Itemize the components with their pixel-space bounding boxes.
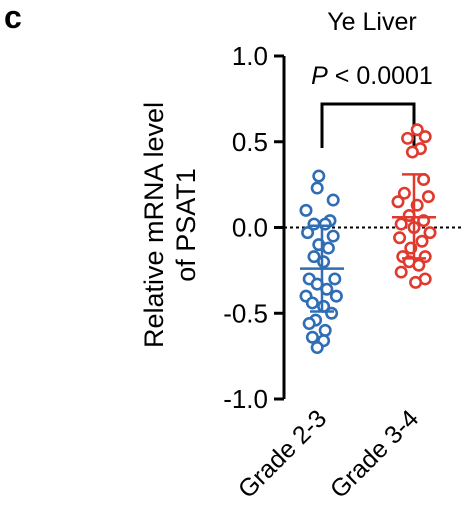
series-layer <box>299 123 437 355</box>
p-value-label: P < 0.0001 <box>311 62 433 90</box>
p-value-text: < 0.0001 <box>328 62 433 90</box>
y-tick-label: -0.5 <box>223 298 268 328</box>
series-group <box>391 123 437 289</box>
y-axis-label-line2: of PSAT1 <box>171 168 201 282</box>
data-point <box>412 258 426 272</box>
panel-label: c <box>4 0 22 35</box>
data-point <box>421 190 435 204</box>
p-value-symbol: P <box>311 62 328 90</box>
x-tick-label: Grade 3-4 <box>325 404 424 503</box>
significance-bracket <box>320 102 416 148</box>
y-axis-ticks: 1.0 0.5 0.0 -0.5 -1.0 <box>223 41 284 414</box>
data-point <box>405 145 419 159</box>
data-point <box>417 172 431 186</box>
data-point <box>317 255 331 269</box>
x-tick-label: Grade 2-3 <box>233 404 332 503</box>
data-point <box>321 241 335 255</box>
y-axis-label: Relative mRNA level of PSAT1 <box>139 102 201 348</box>
data-point <box>310 181 324 195</box>
data-point <box>397 186 411 200</box>
data-point <box>302 317 316 331</box>
data-point <box>391 195 405 209</box>
data-point <box>410 123 424 137</box>
series-group <box>299 169 344 355</box>
data-point <box>423 226 437 240</box>
data-point <box>415 234 429 248</box>
data-point <box>307 250 321 264</box>
data-point <box>325 306 339 320</box>
y-tick-label: 0.5 <box>232 127 268 157</box>
significance-bracket-line <box>320 102 416 148</box>
data-point <box>393 231 407 245</box>
data-point <box>318 323 332 337</box>
data-point <box>305 296 319 310</box>
y-axis-label-line1: Relative mRNA level <box>139 102 169 348</box>
data-point <box>401 131 415 145</box>
y-tick-label: -1.0 <box>223 384 268 414</box>
y-tick-label: 1.0 <box>232 41 268 71</box>
data-point <box>394 265 408 279</box>
data-point <box>301 226 315 240</box>
y-tick-label: 0.0 <box>232 213 268 243</box>
data-point <box>329 289 343 303</box>
data-point <box>305 330 319 344</box>
data-point <box>326 229 340 243</box>
data-point <box>328 272 342 286</box>
data-point <box>418 130 432 144</box>
data-point <box>312 169 326 183</box>
data-point <box>409 275 423 289</box>
data-point <box>326 193 340 207</box>
data-point <box>310 341 324 355</box>
data-point <box>299 203 313 217</box>
data-point <box>394 217 408 231</box>
chart-title: Ye Liver <box>327 8 416 36</box>
